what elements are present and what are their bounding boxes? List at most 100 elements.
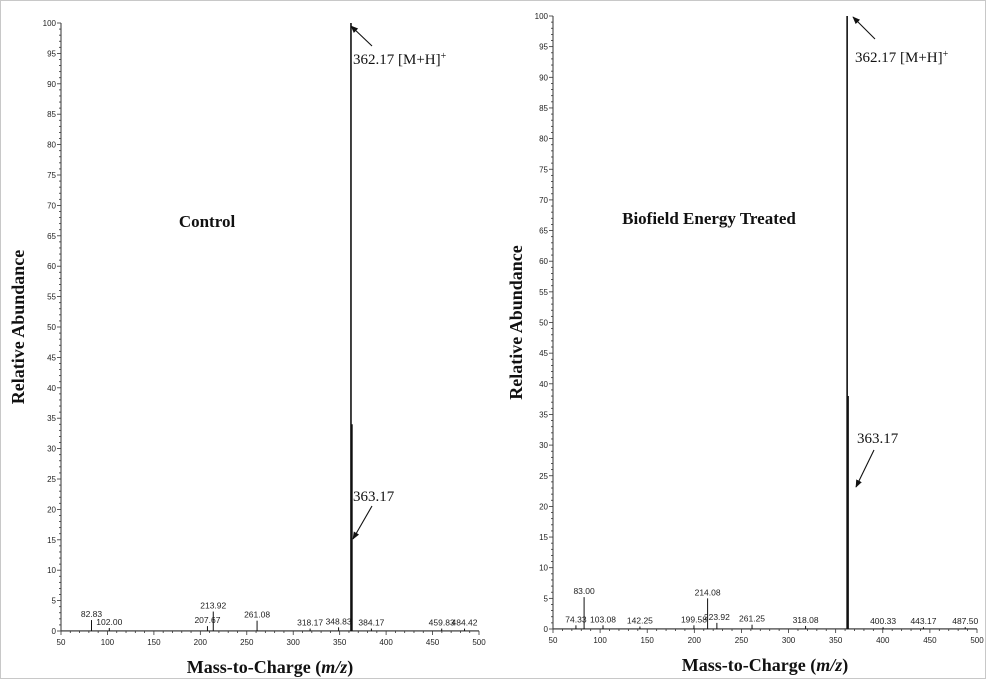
peak-label-459.83: 459.83	[429, 618, 455, 628]
x-tick-label: 400	[379, 638, 393, 647]
y-tick-label: 45	[539, 349, 548, 358]
y-tick-label: 95	[539, 43, 548, 52]
x-tick-label: 300	[782, 636, 796, 645]
x-tick-label: 400	[876, 636, 890, 645]
y-tick-label: 45	[47, 353, 56, 362]
y-tick-label: 15	[539, 533, 548, 542]
y-axis-title: Relative Abundance	[8, 250, 28, 405]
annotation-0: 362.17 [M+H]+	[855, 49, 949, 67]
y-tick-label: 20	[539, 502, 548, 511]
y-tick-label: 50	[539, 319, 548, 328]
spectrum-panel-1: 0 5 10 15 20 25 30 35 40 45 50 55 60 65 70 75 80 85 90 95 10…	[8, 19, 486, 678]
x-tick-label: 200	[688, 636, 702, 645]
spectrum-panel-2: 0 5 10 15 20 25 30 35 40 45 50 55 60 65 70 75 80 85 90 95 10…	[506, 12, 984, 676]
y-tick-label: 40	[539, 380, 548, 389]
y-tick-label: 50	[47, 323, 56, 332]
x-tick-label: 150	[641, 636, 655, 645]
y-tick-label: 60	[539, 257, 548, 266]
peak-label-443.17: 443.17	[910, 616, 936, 626]
x-tick-label: 250	[240, 638, 254, 647]
y-tick-label: 0	[52, 627, 57, 636]
peak-label-318.08: 318.08	[793, 615, 819, 625]
x-axis-title: Mass-to-Charge (m/z)	[682, 655, 848, 676]
y-tick-label: 30	[539, 441, 548, 450]
y-tick-label: 85	[47, 110, 56, 119]
y-tick-label: 95	[47, 49, 56, 58]
peak-label-214.08: 214.08	[695, 587, 721, 597]
y-axis-title: Relative Abundance	[506, 245, 526, 400]
y-tick-label: 40	[47, 384, 56, 393]
x-tick-label: 200	[194, 638, 208, 647]
annotation-0: 362.17 [M+H]+	[353, 51, 447, 69]
peak-label-348.83: 348.83	[326, 616, 352, 626]
peak-label-384.17: 384.17	[358, 618, 384, 628]
y-tick-label: 30	[47, 445, 56, 454]
y-tick-label: 20	[47, 505, 56, 514]
y-tick-label: 70	[539, 196, 548, 205]
annotation-1: 363.17	[353, 489, 395, 505]
y-tick-label: 55	[539, 288, 548, 297]
x-tick-label: 500	[472, 638, 486, 647]
y-tick-label: 100	[535, 12, 549, 21]
x-tick-label: 350	[829, 636, 843, 645]
y-tick-label: 25	[47, 475, 56, 484]
y-tick-label: 65	[47, 232, 56, 241]
y-tick-label: 65	[539, 227, 548, 236]
y-tick-label: 25	[539, 472, 548, 481]
x-tick-label: 450	[923, 636, 937, 645]
peak-label-487.50: 487.50	[952, 616, 978, 626]
x-tick-label: 100	[101, 638, 115, 647]
x-tick-label: 350	[333, 638, 347, 647]
annotation-arrow-0	[852, 16, 876, 40]
peak-label-199.58: 199.58	[681, 614, 707, 624]
y-tick-label: 10	[47, 566, 56, 575]
peak-label-207.67: 207.67	[194, 615, 220, 625]
peak-label-318.17: 318.17	[297, 618, 323, 628]
y-tick-label: 55	[47, 293, 56, 302]
peak-label-103.08: 103.08	[590, 614, 616, 624]
annotation-arrow-1	[855, 449, 875, 488]
x-tick-label: 50	[57, 638, 66, 647]
peak-label-142.25: 142.25	[627, 616, 653, 626]
annotation-arrow-1	[352, 505, 373, 540]
x-tick-label: 150	[147, 638, 161, 647]
annotation-arrow-0	[350, 25, 373, 47]
y-tick-label: 10	[539, 564, 548, 573]
panel-title: Control	[179, 212, 236, 231]
peak-label-484.42: 484.42	[452, 618, 478, 628]
peak-label-102.00: 102.00	[96, 617, 122, 627]
y-tick-label: 75	[539, 165, 548, 174]
y-tick-label: 70	[47, 201, 56, 210]
peak-label-83.00: 83.00	[573, 586, 595, 596]
y-tick-label: 15	[47, 536, 56, 545]
x-tick-label: 50	[549, 636, 558, 645]
peak-label-213.92: 213.92	[200, 601, 226, 611]
y-tick-label: 5	[52, 597, 57, 606]
y-tick-label: 80	[47, 141, 56, 150]
x-tick-label: 250	[735, 636, 749, 645]
y-tick-label: 75	[47, 171, 56, 180]
x-tick-label: 500	[970, 636, 984, 645]
peak-label-400.33: 400.33	[870, 616, 896, 626]
y-tick-label: 80	[539, 135, 548, 144]
y-tick-label: 60	[47, 262, 56, 271]
panel-title: Biofield Energy Treated	[622, 209, 796, 228]
y-tick-label: 35	[539, 410, 548, 419]
x-tick-label: 300	[287, 638, 301, 647]
annotation-1: 363.17	[857, 431, 899, 447]
peak-label-261.25: 261.25	[739, 614, 765, 624]
peak-label-82.83: 82.83	[81, 609, 103, 619]
y-tick-label: 90	[47, 80, 56, 89]
y-tick-label: 35	[47, 414, 56, 423]
peak-label-261.08: 261.08	[244, 610, 270, 620]
y-tick-label: 0	[544, 625, 549, 634]
y-tick-label: 100	[43, 19, 57, 28]
peak-label-223.92: 223.92	[704, 612, 730, 622]
x-tick-label: 100	[593, 636, 607, 645]
x-tick-label: 450	[426, 638, 440, 647]
y-tick-label: 90	[539, 73, 548, 82]
x-axis-title: Mass-to-Charge (m/z)	[187, 657, 353, 678]
peak-label-74.33: 74.33	[565, 614, 587, 624]
y-tick-label: 5	[544, 594, 549, 603]
